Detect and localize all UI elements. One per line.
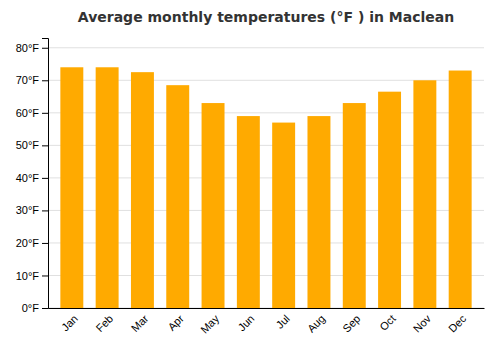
- y-tick-mark: [42, 308, 48, 309]
- y-axis: 0°F 10°F 20°F 30°F 40°F 50°F 60°F 70°F 80°F: [16, 39, 49, 315]
- y-tick: 20°F: [16, 237, 48, 249]
- x-tick: Jun: [236, 312, 257, 333]
- y-tick-label: 50°F: [16, 139, 40, 151]
- x-tick: Dec: [446, 312, 469, 335]
- y-tick-label: 20°F: [16, 237, 40, 249]
- grid-line: [48, 47, 484, 48]
- x-tick-label: Jun: [236, 312, 257, 333]
- bar: [166, 85, 189, 308]
- bar: [202, 103, 225, 308]
- y-tick-label: 80°F: [16, 42, 40, 54]
- bar: [449, 71, 472, 308]
- x-tick: Feb: [93, 312, 115, 334]
- x-tick: Mar: [129, 312, 151, 334]
- x-tick-label: Oct: [377, 312, 398, 333]
- y-tick: 80°F: [16, 42, 48, 54]
- y-tick-label: 60°F: [16, 107, 40, 119]
- y-tick-mark: [42, 80, 48, 81]
- x-axis: Jan Feb Mar Apr May Jun Jul Aug Sep Oct Nov Dec: [49, 309, 485, 336]
- bar: [131, 72, 154, 308]
- y-tick: 70°F: [16, 74, 48, 86]
- bar: [96, 67, 119, 308]
- y-tick: 0°F: [22, 302, 48, 314]
- bar: [60, 67, 83, 308]
- bar: [237, 116, 260, 308]
- x-tick: Nov: [411, 312, 434, 335]
- y-tick-mark: [42, 178, 48, 179]
- x-tick-label: Nov: [411, 312, 434, 335]
- bar: [307, 116, 330, 308]
- x-tick-label: Dec: [446, 312, 469, 335]
- bar: [378, 92, 401, 308]
- x-tick: Apr: [165, 312, 186, 333]
- x-tick: Aug: [305, 312, 327, 334]
- y-tick-mark: [42, 145, 48, 146]
- bar: [413, 80, 436, 308]
- y-tick-mark: [42, 243, 48, 244]
- y-tick-label: 0°F: [22, 302, 40, 314]
- title: Average monthly temperatures (°F ) in Ma…: [78, 9, 454, 25]
- x-tick: Oct: [377, 312, 398, 333]
- x-tick-label: Apr: [165, 312, 186, 333]
- y-tick: 50°F: [16, 139, 48, 151]
- x-tick-label: Jul: [273, 312, 291, 330]
- x-tick-label: Aug: [305, 312, 327, 334]
- x-tick-label: Sep: [340, 312, 362, 334]
- y-tick: 40°F: [16, 172, 48, 184]
- y-tick-mark: [42, 113, 48, 114]
- x-tick-label: Feb: [93, 312, 115, 334]
- bar: [272, 123, 295, 308]
- bar: [343, 103, 366, 308]
- x-tick: Jul: [273, 312, 291, 330]
- y-tick-label: 40°F: [16, 172, 40, 184]
- y-axis-line: [42, 39, 49, 309]
- x-tick-label: May: [198, 312, 222, 336]
- x-tick-label: Mar: [129, 312, 151, 334]
- y-tick-mark: [42, 275, 48, 276]
- y-tick-label: 70°F: [16, 74, 40, 86]
- x-tick: May: [198, 312, 222, 336]
- y-tick: 30°F: [16, 204, 48, 216]
- y-tick-mark: [42, 48, 48, 49]
- x-axis-line: [49, 308, 485, 309]
- grid: [48, 48, 484, 308]
- y-tick: 10°F: [16, 269, 48, 281]
- y-tick-label: 30°F: [16, 204, 40, 216]
- y-tick: 60°F: [16, 107, 48, 119]
- plot: 0°F 10°F 20°F 30°F 40°F 50°F 60°F 70°F 80°F Jan Fe…: [16, 39, 485, 336]
- bars: [60, 67, 471, 308]
- x-tick: Jan: [59, 312, 80, 333]
- x-tick: Sep: [340, 312, 362, 334]
- y-tick-mark: [42, 210, 48, 211]
- chart: 0°F 10°F 20°F 30°F 40°F 50°F 60°F 70°F 80°F Jan Fe…: [0, 0, 500, 350]
- y-tick-label: 10°F: [16, 269, 40, 281]
- x-tick-label: Jan: [59, 312, 80, 333]
